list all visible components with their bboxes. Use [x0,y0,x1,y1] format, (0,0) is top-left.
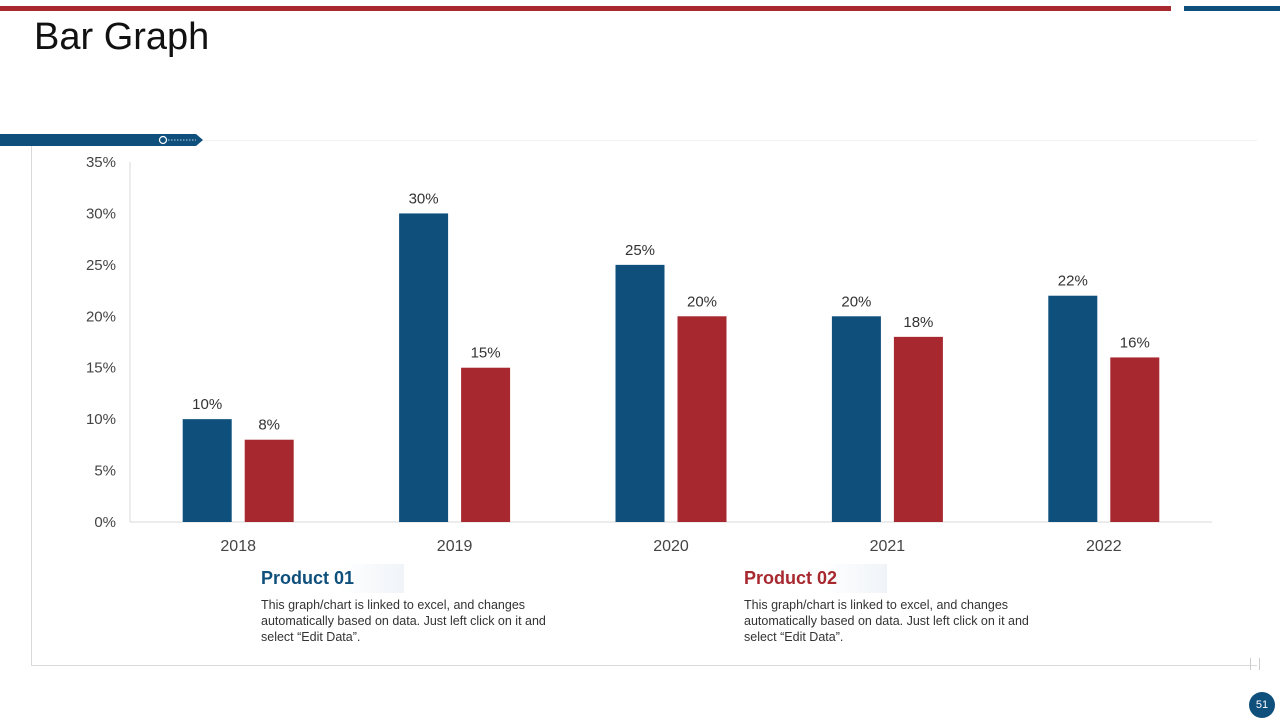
data-label: 18% [903,314,933,331]
y-tick-label: 5% [94,463,116,480]
y-tick-label: 0% [94,514,116,531]
data-label: 25% [625,242,655,259]
top-accent-bar-blue [1184,6,1280,11]
x-tick-label: 2019 [437,538,473,555]
data-label: 16% [1120,334,1150,351]
bar-product-02-2019 [461,367,511,522]
data-label: 30% [409,190,439,207]
corner-tick-decoration [1250,658,1260,670]
legend-product-01: Product 01 This graph/chart is linked to… [261,564,561,645]
bar-product-02-2022 [1110,357,1160,522]
legend-product-02-text: This graph/chart is linked to excel, and… [744,598,1029,644]
content-frame [31,140,1257,666]
legend-product-01-title: Product 01 [261,564,405,593]
bar-product-01-2019 [399,213,449,522]
data-label: 8% [258,417,280,434]
bar-product-01-2018 [182,419,232,522]
bar-product-01-2021 [831,316,881,522]
data-label: 10% [192,396,222,413]
y-tick-label: 35% [86,154,116,171]
data-label: 15% [471,345,501,362]
y-tick-label: 25% [86,257,116,274]
data-label: 20% [841,293,871,310]
x-tick-label: 2022 [1086,538,1122,555]
y-tick-label: 30% [86,205,116,222]
y-tick-label: 10% [86,411,116,428]
bar-product-02-2021 [893,336,943,522]
x-tick-label: 2021 [870,538,906,555]
legend-product-01-text: This graph/chart is linked to excel, and… [261,598,546,644]
top-accent-bar-red [0,6,1171,11]
x-tick-label: 2020 [653,538,689,555]
legend-product-02-title: Product 02 [744,564,888,593]
slide-title: Bar Graph [34,16,210,58]
legend-product-02: Product 02 This graph/chart is linked to… [744,564,1044,645]
x-tick-label: 2018 [220,538,256,555]
bar-product-01-2022 [1048,295,1098,522]
ribbon-decoration [0,134,203,146]
page-number: 51 [1249,692,1275,718]
y-tick-label: 20% [86,308,116,325]
bar-product-02-2018 [244,439,294,522]
bar-product-02-2020 [677,316,727,522]
data-label: 22% [1058,273,1088,290]
data-label: 20% [687,293,717,310]
bar-product-01-2020 [615,264,665,522]
y-tick-label: 15% [86,360,116,377]
